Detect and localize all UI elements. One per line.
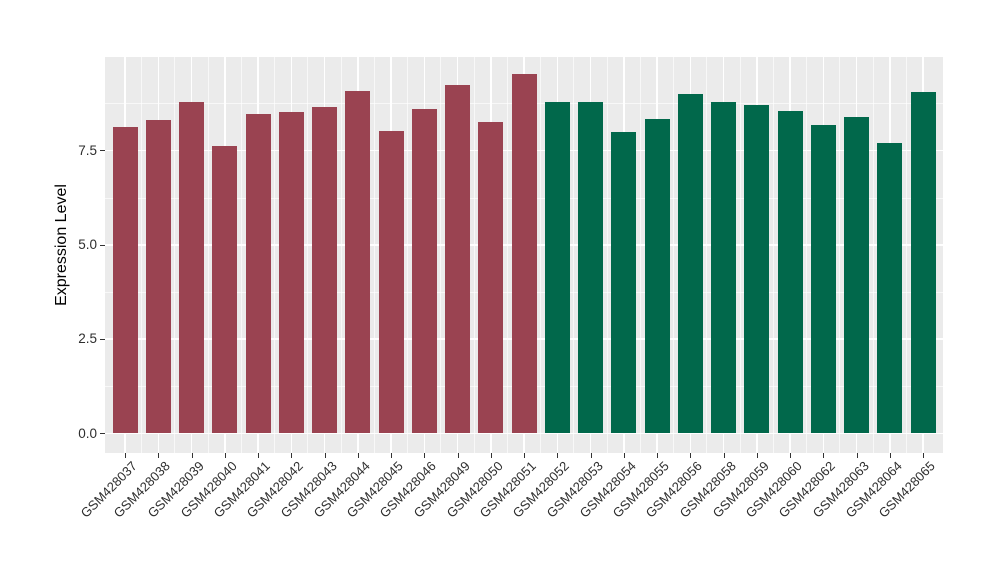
x-minor-gridline [673, 57, 675, 453]
x-minor-gridline [639, 57, 641, 453]
bar-GSM428040 [212, 146, 238, 433]
x-tick-mark [391, 453, 392, 458]
bar-GSM428058 [711, 102, 736, 433]
x-tick-mark [923, 453, 924, 458]
bar-GSM428054 [611, 131, 637, 433]
y-tick-mark [100, 433, 105, 434]
x-minor-gridline [573, 57, 575, 453]
x-minor-gridline [240, 57, 242, 453]
x-tick-mark [224, 453, 226, 458]
x-tick-mark [457, 453, 459, 458]
bar-GSM428059 [744, 104, 770, 433]
x-minor-gridline [174, 57, 176, 453]
x-tick-mark [756, 453, 758, 458]
bar-GSM428060 [777, 110, 803, 433]
bar-GSM428045 [378, 131, 404, 433]
x-tick-mark [524, 453, 525, 458]
plot-panel [105, 57, 943, 453]
x-minor-gridline [141, 57, 143, 453]
x-tick-mark [324, 453, 326, 458]
bar-GSM428039 [179, 102, 204, 433]
bar-GSM428044 [345, 91, 371, 433]
bar-GSM428064 [877, 142, 903, 433]
x-minor-gridline [373, 57, 375, 453]
x-minor-gridline [839, 57, 841, 453]
bar-GSM428041 [245, 113, 271, 433]
bar-GSM428037 [112, 127, 138, 433]
x-tick-mark [657, 453, 658, 458]
bar-GSM428042 [278, 112, 304, 433]
x-minor-gridline [407, 57, 409, 453]
bar-GSM428055 [644, 118, 670, 433]
x-tick-mark [357, 453, 359, 458]
x-minor-gridline [506, 57, 508, 453]
bar-GSM428063 [844, 117, 869, 433]
x-minor-gridline [307, 57, 309, 453]
x-tick-mark [291, 453, 293, 458]
x-tick-mark [158, 453, 160, 458]
bar-GSM428056 [677, 93, 703, 433]
x-minor-gridline [706, 57, 708, 453]
x-minor-gridline [772, 57, 774, 453]
x-tick-mark [590, 453, 592, 458]
bar-GSM428051 [511, 74, 537, 433]
bar-GSM428043 [312, 107, 337, 433]
x-minor-gridline [905, 57, 907, 453]
y-tick-mark [100, 150, 105, 152]
x-minor-gridline [340, 57, 342, 453]
x-tick-mark [191, 453, 193, 458]
y-tick-mark [100, 338, 105, 340]
x-minor-gridline [606, 57, 608, 453]
bar-GSM428053 [578, 102, 603, 433]
y-tick-label: 0.0 [78, 425, 97, 441]
x-tick-mark [856, 453, 858, 458]
bar-GSM428049 [445, 85, 470, 433]
y-tick-label: 7.5 [78, 142, 97, 158]
x-minor-gridline [440, 57, 442, 453]
x-tick-mark [490, 453, 492, 458]
x-tick-mark [690, 453, 692, 458]
bar-GSM428038 [145, 120, 171, 433]
x-minor-gridline [473, 57, 475, 453]
x-tick-mark [823, 453, 825, 458]
x-tick-mark [790, 453, 791, 458]
x-minor-gridline [207, 57, 209, 453]
y-tick-label: 2.5 [78, 331, 97, 347]
x-minor-gridline [872, 57, 874, 453]
x-tick-mark [424, 453, 426, 458]
x-tick-mark [125, 453, 126, 458]
x-minor-gridline [274, 57, 276, 453]
x-tick-mark [258, 453, 259, 458]
bar-GSM428062 [810, 124, 836, 433]
x-tick-mark [889, 453, 891, 458]
x-tick-mark [723, 453, 725, 458]
bar-GSM428046 [411, 109, 437, 433]
x-minor-gridline [806, 57, 808, 453]
bar-GSM428050 [478, 122, 504, 433]
x-minor-gridline [540, 57, 542, 453]
bar-GSM428065 [910, 91, 936, 433]
x-minor-gridline [739, 57, 741, 453]
y-tick-mark [100, 244, 105, 246]
bar-GSM428052 [544, 101, 570, 433]
x-tick-mark [557, 453, 559, 458]
x-tick-mark [623, 453, 625, 458]
y-tick-label: 5.0 [78, 237, 97, 253]
